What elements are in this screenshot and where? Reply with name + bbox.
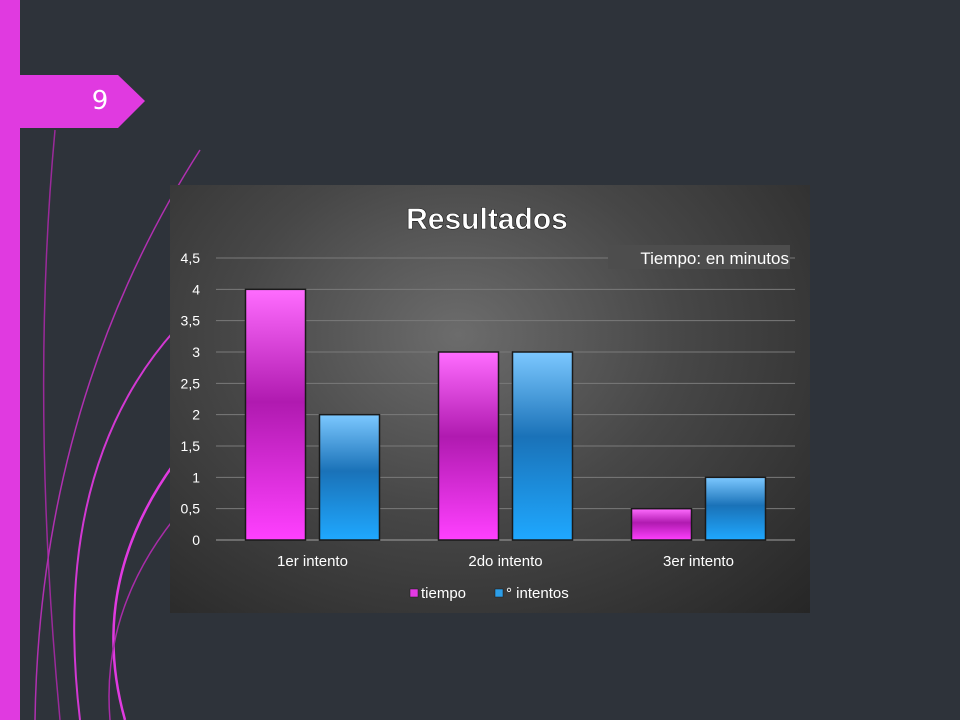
y-tick-label: 1 — [192, 469, 200, 485]
y-tick-label: 0 — [192, 532, 200, 548]
chart-area: 0 0,5 1 1,5 2 2,5 3 3,5 4 4,5 1er intento 2do inte… — [170, 185, 810, 613]
bar-tiempo — [630, 507, 693, 541]
bar-tiempo — [244, 288, 307, 541]
y-tick-label: 2,5 — [181, 375, 201, 391]
bar-tiempo — [437, 351, 500, 541]
accent-strip — [0, 0, 20, 720]
bar-chart: 0 0,5 1 1,5 2 2,5 3 3,5 4 4,5 1er intento 2do inte… — [181, 203, 795, 602]
y-tick-label: 1,5 — [181, 438, 201, 454]
x-tick-label: 1er intento — [277, 553, 348, 570]
page-number: 9 — [91, 86, 109, 116]
y-tick-label: 4 — [192, 281, 200, 297]
x-tick-label: 3er intento — [663, 553, 734, 570]
legend-label: tiempo — [421, 585, 466, 602]
page-number-badge — [0, 75, 145, 128]
bar-intentos — [704, 476, 767, 541]
chart-title: Resultados — [406, 203, 568, 236]
bar-intentos — [318, 413, 381, 541]
x-tick-label: 2do intento — [468, 553, 542, 570]
bar-intentos — [511, 351, 574, 541]
y-tick-label: 0,5 — [181, 501, 201, 517]
legend-swatch — [494, 588, 504, 598]
y-tick-label: 3 — [192, 344, 200, 360]
legend-swatch — [409, 588, 419, 598]
y-tick-label: 2 — [192, 407, 200, 423]
legend-label: ° intentos — [506, 585, 569, 602]
chart-annotation: Tiempo: en minutos — [640, 249, 789, 268]
y-tick-label: 4,5 — [181, 250, 201, 266]
y-tick-label: 3,5 — [181, 313, 201, 329]
annotation-bg — [608, 245, 790, 269]
